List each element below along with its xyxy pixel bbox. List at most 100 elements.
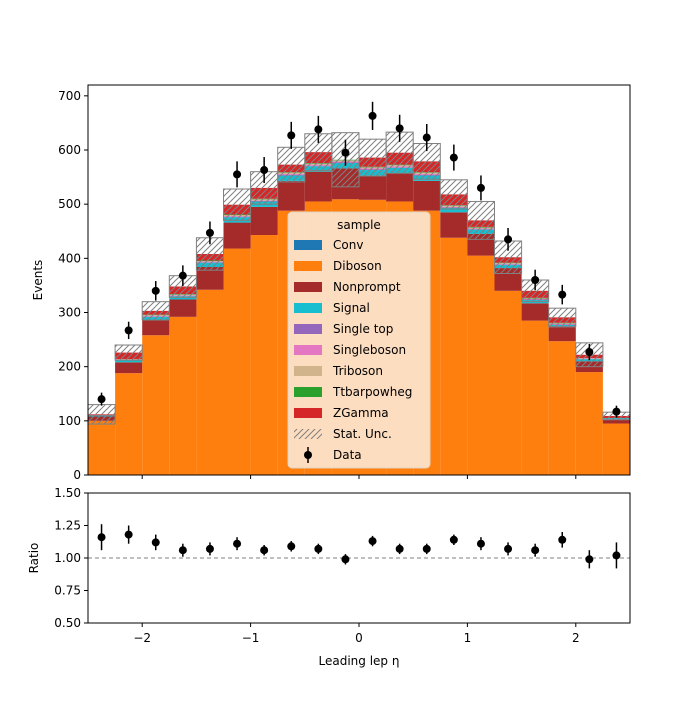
legend-swatch-stat-unc <box>294 429 322 439</box>
legend-swatch-single-top <box>294 324 322 334</box>
ratio-point-10 <box>368 537 377 546</box>
stat-unc-bin-5 <box>223 188 252 221</box>
ratio-point-14 <box>476 539 485 548</box>
y-tick-label-400: 400 <box>58 251 81 265</box>
ratio-x-axis: −2 −1 0 1 2 <box>133 623 580 645</box>
stat-unc-bin-17 <box>548 307 577 328</box>
ratio-point-12 <box>422 544 431 553</box>
data-points <box>97 101 621 418</box>
bar-diboson-3 <box>169 316 197 475</box>
x-tick-label--2: −2 <box>133 631 151 645</box>
bar-diboson-14 <box>467 255 495 475</box>
stat-unc-bin-0 <box>88 404 116 425</box>
legend-swatch-signal <box>294 303 322 313</box>
legend-label-single-top: Single top <box>333 322 393 336</box>
legend-swatch-conv <box>294 240 322 250</box>
legend-label-data: Data <box>333 448 362 462</box>
bar-signal-1 <box>115 360 143 363</box>
bar-nonprompt-10 <box>359 175 387 200</box>
legend-box <box>287 211 431 469</box>
bar-diboson-1 <box>115 373 143 475</box>
ratio-point-19 <box>612 551 621 560</box>
bar-nonprompt-11 <box>386 173 414 202</box>
bar-diboson-4 <box>196 289 224 475</box>
ratio-point-16 <box>531 546 540 555</box>
bar-diboson-16 <box>521 320 549 475</box>
stat-unc-bin-7 <box>277 146 306 183</box>
ratio-y-axis: 0.50 0.75 1.00 1.25 1.50 <box>54 486 88 630</box>
ratio-point-13 <box>449 535 458 544</box>
ratio-point-9 <box>341 555 350 564</box>
data-point-11 <box>395 124 404 133</box>
main-y-axis: 0 100 200 300 400 500 600 700 <box>58 89 88 482</box>
stat-unc-bin-10 <box>358 138 387 177</box>
bar-nonprompt-3 <box>169 299 197 317</box>
legend: sample Conv Diboson Nonprompt Signal Single t… <box>287 211 431 469</box>
data-point-18 <box>585 348 594 357</box>
bar-nonprompt-1 <box>115 362 143 374</box>
ratio-y-axis-label: Ratio <box>27 543 41 574</box>
bar-diboson-6 <box>250 235 278 475</box>
stat-unc-bin-14 <box>466 200 495 240</box>
stat-unc-bin-13 <box>439 179 468 210</box>
x-axis-label: Leading lep η <box>319 654 400 668</box>
y-tick-label-500: 500 <box>58 197 81 211</box>
ratio-point-7 <box>287 542 296 551</box>
data-point-19 <box>612 407 621 416</box>
data-point-8 <box>314 125 323 134</box>
x-tick-label--1: −1 <box>242 631 260 645</box>
bar-nonprompt-7 <box>277 180 305 211</box>
x-tick-label-0: 0 <box>355 631 363 645</box>
stat-unc-bin-2 <box>141 301 170 321</box>
legend-label-nonprompt: Nonprompt <box>333 280 401 294</box>
bar-diboson-19 <box>602 423 630 475</box>
data-point-2 <box>151 286 160 295</box>
legend-swatch-nonprompt <box>294 282 322 292</box>
ratio-point-8 <box>314 544 323 553</box>
y-tick-label-600: 600 <box>58 143 81 157</box>
x-tick-label-2: 2 <box>572 631 580 645</box>
bar-nonprompt-4 <box>196 267 224 290</box>
y-tick-label-200: 200 <box>58 360 81 374</box>
data-point-12 <box>422 133 431 142</box>
main-y-axis-label: Events <box>31 260 45 301</box>
ratio-point-3 <box>178 546 187 555</box>
data-point-17 <box>558 290 567 299</box>
x-tick-label-1: 1 <box>464 631 472 645</box>
ratio-point-15 <box>504 544 513 553</box>
legend-swatch-ttbarpowheg <box>294 387 322 397</box>
legend-label-stat-unc: Stat. Unc. <box>333 427 392 441</box>
data-point-15 <box>504 235 513 244</box>
bar-nonprompt-2 <box>142 320 170 336</box>
bar-signal-3 <box>169 296 197 300</box>
ratio-point-6 <box>260 546 269 555</box>
data-point-5 <box>233 170 242 179</box>
main-x-axis <box>141 475 577 479</box>
stat-uncertainty-band <box>88 131 630 425</box>
data-point-7 <box>287 131 296 140</box>
stat-unc-bin-1 <box>114 344 143 361</box>
y-tick-label-300: 300 <box>58 306 81 320</box>
legend-swatch-singleboson <box>294 345 322 355</box>
bar-nonprompt-8 <box>304 171 332 202</box>
legend-label-zgamma: ZGamma <box>333 406 389 420</box>
data-point-16 <box>531 276 540 284</box>
bar-diboson-15 <box>494 290 522 475</box>
ratio-point-5 <box>233 539 242 548</box>
bar-diboson-0 <box>88 420 116 475</box>
ratio-point-0 <box>97 533 106 542</box>
bar-nonprompt-17 <box>548 327 576 342</box>
bar-diboson-5 <box>223 248 251 475</box>
bar-nonprompt-16 <box>521 303 549 321</box>
ratio-y-tick-label-0.50: 0.50 <box>54 616 81 630</box>
bar-signal-13 <box>440 207 468 213</box>
data-point-10 <box>368 111 377 120</box>
legend-swatch-diboson <box>294 261 322 271</box>
bar-diboson-17 <box>548 341 576 475</box>
data-point-1 <box>124 326 133 335</box>
y-tick-label-100: 100 <box>58 414 81 428</box>
data-point-6 <box>260 166 269 175</box>
bar-nonprompt-5 <box>223 222 251 249</box>
ratio-y-tick-label-1.00: 1.00 <box>54 551 81 565</box>
